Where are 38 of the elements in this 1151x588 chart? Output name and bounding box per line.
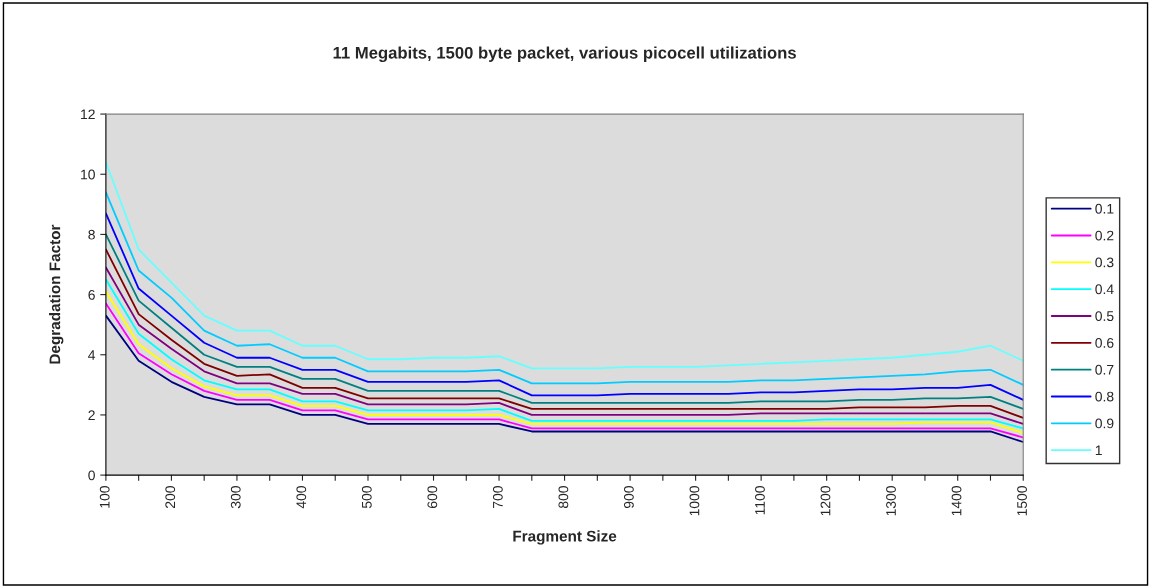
x-tick-label: 1200 [820, 486, 831, 516]
x-tick-label: 400 [296, 486, 307, 509]
y-tick-label: 0 [88, 470, 95, 481]
x-tick-label: 1500 [1017, 486, 1027, 516]
legend-label: 0.2 [1095, 230, 1114, 241]
x-tick-label: 1100 [755, 486, 765, 515]
legend-label: 0.8 [1095, 391, 1114, 402]
legend-label: 0.4 [1095, 284, 1114, 295]
legend-label: 0.6 [1095, 338, 1114, 348]
y-tick-label: 10 [81, 169, 95, 180]
y-axis-title: Degradation Factor [49, 224, 64, 364]
x-tick-label: 900 [623, 486, 634, 509]
y-tick-label: 4 [88, 350, 96, 360]
legend-label: 0.3 [1095, 257, 1114, 268]
x-tick-label: 500 [361, 486, 372, 509]
legend-label: 1 [1095, 445, 1102, 456]
y-tick-label: 12 [81, 109, 95, 120]
x-tick-label: 200 [165, 486, 176, 508]
chart-title: 11 Megabits, 1500 byte packet, various picocell utilizations [333, 46, 796, 63]
y-tick-label: 2 [88, 410, 95, 420]
x-tick-label: 1300 [886, 486, 896, 516]
x-tick-label: 700 [492, 486, 503, 508]
x-axis-title: Fragment Size [513, 530, 617, 545]
x-tick-label: 600 [427, 486, 438, 508]
line-series [105, 161, 1024, 370]
line-series [105, 212, 1024, 401]
line-series [105, 191, 1024, 386]
legend-label: 0.7 [1095, 364, 1114, 375]
legend-label: 0.9 [1095, 418, 1114, 429]
x-tick-label: 300 [230, 486, 241, 509]
x-tick-label: 1000 [689, 486, 700, 516]
x-tick-label: 1400 [951, 486, 962, 516]
legend-label: 0.1 [1095, 203, 1114, 214]
y-tick-label: 8 [88, 229, 95, 240]
x-tick-label: 800 [558, 486, 569, 509]
legend-label: 0.5 [1095, 311, 1114, 321]
x-tick-label: 100 [99, 486, 110, 508]
y-tick-label: 6 [88, 289, 95, 300]
